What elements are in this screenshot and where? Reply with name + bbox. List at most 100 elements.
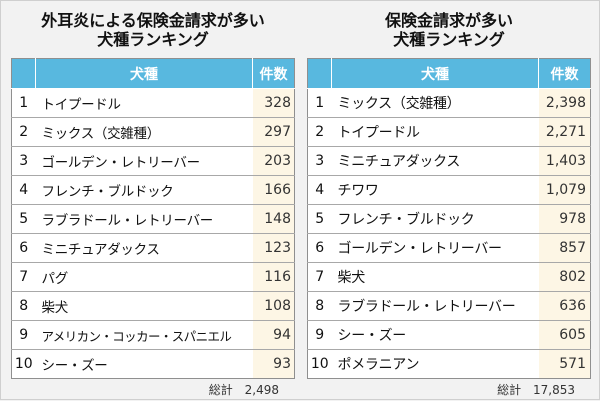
breed-cell: ポメラニアン: [337, 357, 420, 373]
breed-cell: フレンチ・ブルドック: [35, 175, 253, 205]
breed-cell: ミニチュアダックス: [35, 233, 253, 263]
table-row: 3 ゴールデン・レトリーバー 203: [11, 146, 295, 176]
count-cell: 1,403: [538, 146, 591, 176]
rank-cell: 6: [11, 233, 36, 263]
count-cell: 123: [252, 233, 295, 263]
rank-cell: 3: [11, 146, 36, 176]
count-cell: 857: [538, 233, 591, 263]
count-cell: 148: [252, 204, 295, 234]
table-row: 9 アメリカン・コッカー・スパニエル 94: [11, 320, 295, 350]
rank-column-header: [11, 58, 36, 89]
count-cell: 94: [252, 320, 295, 350]
breed-cell: 柴犬: [35, 291, 253, 321]
count-cell: 605: [538, 320, 591, 350]
breed-cell: シー・ズー: [41, 358, 108, 374]
count-cell: 2,271: [538, 117, 591, 147]
otitis-ranking-panel: 外耳炎による保険金請求が多い 犬種ランキング 犬種 件数 1 トイプードル 32…: [11, 11, 295, 401]
table-row: 8 柴犬 108: [11, 291, 295, 321]
table-header-row: 犬種 件数: [11, 58, 295, 89]
table-row: 2 ミックス（交雑種） 297: [11, 117, 295, 147]
breed-cell: ゴールデン・レトリーバー: [331, 233, 539, 263]
table-row: 1 ミックス（交雑種） 2,398: [307, 88, 591, 118]
breed-cell: ミックス（交雑種）: [35, 117, 253, 147]
breed-cell: 柴犬: [331, 262, 539, 292]
rank-cell: 5: [307, 204, 332, 234]
breed-cell: トイプードル: [331, 117, 539, 147]
breed-cell: トイプードル: [35, 88, 253, 118]
total-value: 17,853: [533, 383, 575, 397]
count-column-header: 件数: [538, 58, 591, 89]
breed-cell: シー・ズー: [331, 320, 539, 350]
table-row: 6 ゴールデン・レトリーバー 857: [307, 233, 591, 263]
table-header-row: 犬種 件数: [307, 58, 591, 89]
table-row: 5 フレンチ・ブルドック 978: [307, 204, 591, 234]
breed-column-header: 犬種: [331, 58, 539, 89]
total-summary: 総計 2,498: [209, 381, 279, 398]
rank-cell: 8: [11, 291, 36, 321]
count-cell: 166: [252, 175, 295, 205]
breed-cell: ラブラドール・レトリーバー: [331, 291, 539, 321]
table-row: 4 フレンチ・ブルドック 166: [11, 175, 295, 205]
total-summary: 総計 17,853: [497, 381, 575, 398]
count-cell: 636: [538, 291, 591, 321]
count-cell: 1,079: [538, 175, 591, 205]
rank-column-header: [307, 58, 332, 89]
table-row: 6 ミニチュアダックス 123: [11, 233, 295, 263]
breed-cell: パグ: [35, 262, 253, 292]
rank-cell: 7: [11, 262, 36, 292]
claims-ranking-panel: 保険金請求が多い 犬種ランキング 犬種 件数 1 ミックス（交雑種） 2,398: [307, 11, 591, 401]
rank-cell: 9: [11, 320, 36, 350]
panel-title: 外耳炎による保険金請求が多い 犬種ランキング: [41, 11, 265, 49]
count-column-header: 件数: [252, 58, 295, 89]
breed-column-header: 犬種: [35, 58, 253, 89]
count-cell: 297: [252, 117, 295, 147]
breed-cell: ゴールデン・レトリーバー: [35, 146, 253, 176]
rank-cell: 2: [11, 117, 36, 147]
breed-cell: ラブラドール・レトリーバー: [35, 204, 253, 234]
breed-cell: アメリカン・コッカー・スパニエル: [35, 320, 253, 350]
table-row: 3 ミニチュアダックス 1,403: [307, 146, 591, 176]
rank-cell: 10: [14, 356, 33, 372]
rank-cell: 1: [11, 88, 36, 118]
count-cell: 571: [538, 349, 591, 379]
panel-title: 保険金請求が多い 犬種ランキング: [384, 11, 513, 49]
table-row: 9 シー・ズー 605: [307, 320, 591, 350]
table-row: 10 ポメラニアン 571: [308, 349, 591, 379]
rank-cell: 3: [307, 146, 332, 176]
count-cell: 802: [538, 262, 591, 292]
rank-cell: 2: [307, 117, 332, 147]
rank-cell: 4: [307, 175, 332, 205]
rank-cell: 6: [307, 233, 332, 263]
table-row: 1 トイプードル 328: [11, 88, 295, 118]
rank-cell: 10: [310, 356, 329, 372]
table-row: 2 トイプードル 2,271: [307, 117, 591, 147]
rank-cell: 4: [11, 175, 36, 205]
total-value: 2,498: [244, 383, 279, 397]
count-cell: 93: [252, 349, 295, 379]
count-cell: 108: [252, 291, 295, 321]
table-row: 10 シー・ズー 93: [12, 349, 295, 379]
breed-cell: フレンチ・ブルドック: [331, 204, 539, 234]
total-label: 総計: [497, 383, 522, 397]
table-row: 7 パグ 116: [11, 262, 295, 292]
count-cell: 978: [538, 204, 591, 234]
table-row: 5 ラブラドール・レトリーバー 148: [11, 204, 295, 234]
rank-cell: 5: [11, 204, 36, 234]
count-cell: 328: [252, 88, 295, 118]
table-row: 8 ラブラドール・レトリーバー 636: [307, 291, 591, 321]
rank-cell: 1: [307, 88, 332, 118]
rank-cell: 7: [307, 262, 332, 292]
breed-cell: ミックス（交雑種）: [331, 88, 539, 118]
rank-cell: 8: [307, 291, 332, 321]
count-cell: 203: [252, 146, 295, 176]
total-label: 総計: [208, 383, 233, 397]
breed-cell: チワワ: [331, 175, 539, 205]
ranking-table: 犬種 件数 1 ミックス（交雑種） 2,398 2 トイプードル 2,271 3…: [307, 58, 591, 379]
breed-cell: ミニチュアダックス: [331, 146, 539, 176]
table-row: 4 チワワ 1,079: [307, 175, 591, 205]
table-row: 7 柴犬 802: [307, 262, 591, 292]
count-cell: 2,398: [538, 88, 591, 118]
rank-cell: 9: [307, 320, 332, 350]
count-cell: 116: [252, 262, 295, 292]
